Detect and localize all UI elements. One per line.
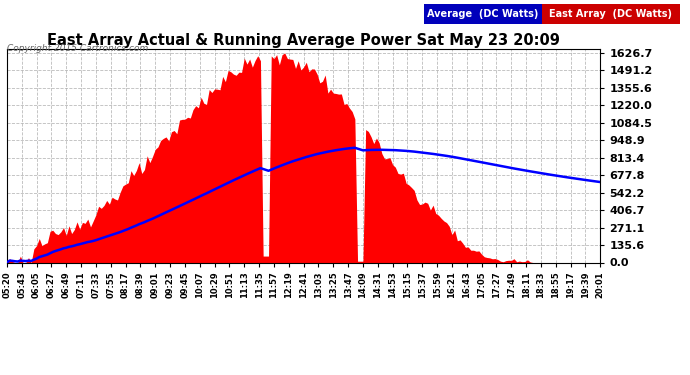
- Bar: [424, 4, 542, 24]
- Bar: [542, 4, 680, 24]
- Text: Average  (DC Watts): Average (DC Watts): [427, 9, 539, 19]
- Text: East Array  (DC Watts): East Array (DC Watts): [549, 9, 672, 19]
- Title: East Array Actual & Running Average Power Sat May 23 20:09: East Array Actual & Running Average Powe…: [47, 33, 560, 48]
- Text: Copyright 2015 Cartronics.com: Copyright 2015 Cartronics.com: [7, 44, 148, 52]
